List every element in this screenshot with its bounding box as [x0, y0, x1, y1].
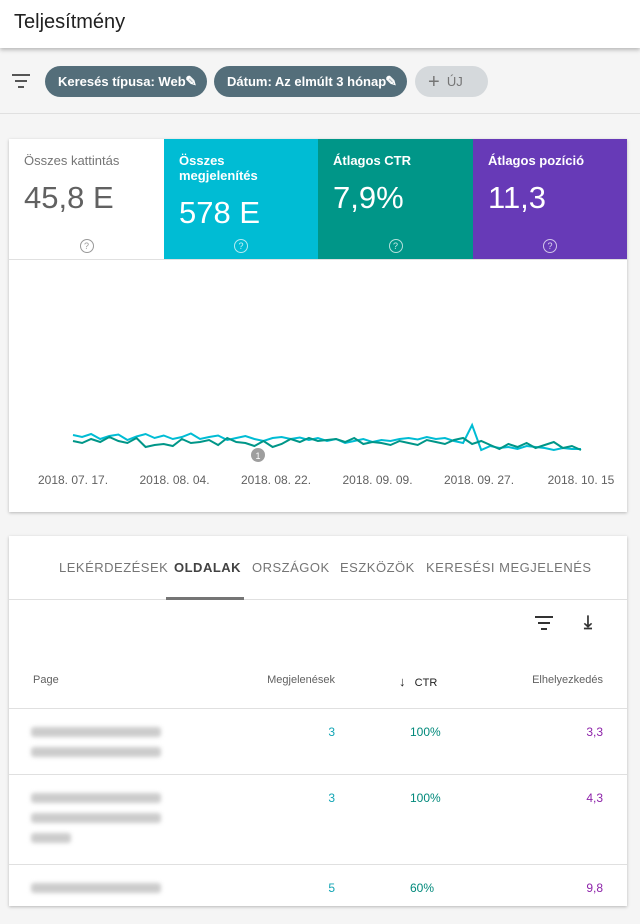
tab-2[interactable]: ORSZÁGOK	[252, 560, 330, 575]
help-icon[interactable]: ?	[234, 239, 248, 253]
blurred-page-url[interactable]	[31, 793, 161, 803]
help-icon[interactable]: ?	[543, 239, 557, 253]
position-cell: 3,3	[586, 725, 603, 739]
impressions-cell: 3	[328, 725, 335, 739]
performance-chart: 1 2018. 07. 17. 2018. 08. 04. 2018. 08. 22.…	[38, 422, 615, 487]
metric-label: Összes kattintás	[24, 153, 120, 168]
impressions-cell: 5	[328, 881, 335, 895]
col-position[interactable]: Elhelyezkedés	[532, 674, 603, 686]
filter-bar: Keresés típusa: Web ✎ Dátum: Az elmúlt 3 …	[0, 50, 640, 114]
blurred-page-url[interactable]	[31, 883, 161, 893]
table-row[interactable]: 3 100% 3,3	[9, 708, 627, 774]
table-row[interactable]: 3 100% 4,3	[9, 774, 627, 864]
metric-label: Átlagos CTR	[333, 153, 411, 168]
x-tick-label: 2018. 09. 09.	[342, 473, 412, 487]
search-type-chip[interactable]: Keresés típusa: Web ✎	[45, 66, 207, 97]
table-filter-icon[interactable]	[535, 616, 553, 630]
impressions-cell: 3	[328, 791, 335, 805]
metric-value: 11,3	[488, 180, 547, 215]
app-header: Teljesítmény	[0, 0, 640, 48]
metric-value: 7,9%	[333, 180, 404, 215]
table-card: LEKÉRDEZÉSEK OLDALAK ORSZÁGOK ESZKÖZÖK KERES…	[9, 536, 627, 906]
metric-tile[interactable]: Összes megjelenítés 578 E?	[164, 139, 318, 259]
ctr-cell: 60%	[410, 881, 435, 895]
x-tick-label: 2018. 08. 04.	[139, 473, 209, 487]
metric-tile[interactable]: Átlagos CTR 7,9%?	[318, 139, 473, 259]
tab-0[interactable]: LEKÉRDEZÉSEK	[59, 560, 169, 575]
download-icon[interactable]: ⤓	[584, 612, 592, 632]
metric-value: 578 E	[179, 195, 261, 230]
ctr-label: CTR	[414, 677, 438, 689]
metric-tile[interactable]: Összes kattintás 45,8 E?	[9, 139, 164, 259]
col-ctr[interactable]: ↓ CTR	[399, 674, 437, 689]
active-tab-indicator	[166, 597, 244, 600]
metric-label: Összes megjelenítés	[179, 153, 258, 183]
blurred-page-url[interactable]	[31, 747, 161, 757]
col-page[interactable]: Page	[33, 674, 59, 686]
new-filter-button[interactable]: + ÚJ	[415, 66, 488, 97]
help-icon[interactable]: ?	[388, 239, 403, 253]
annotation-marker[interactable]	[251, 448, 265, 462]
new-label: ÚJ	[446, 74, 463, 89]
date-chip[interactable]: Dátum: Az elmúlt 3 hónap ✎	[214, 66, 407, 97]
plus-icon: +	[428, 71, 440, 93]
page-title: Teljesítmény	[14, 11, 126, 33]
blurred-page-url[interactable]	[31, 727, 161, 737]
series-line	[72, 435, 582, 451]
metric-value: 45,8 E	[24, 180, 114, 215]
annotation-label: 1	[255, 451, 260, 461]
tab-4[interactable]: KERESÉSI MEGJELENÉS	[426, 560, 592, 575]
blurred-page-url[interactable]	[31, 813, 161, 823]
filter-icon[interactable]	[12, 74, 30, 92]
tab-1[interactable]: OLDALAK	[174, 560, 242, 575]
metric-label: Átlagos pozíció	[488, 153, 585, 168]
position-cell: 9,8	[586, 881, 603, 895]
x-tick-label: 2018. 10. 15	[548, 473, 615, 487]
metric-tile[interactable]: Átlagos pozíció 11,3?	[473, 139, 627, 259]
chip-label: Keresés típusa: Web	[58, 74, 186, 89]
blurred-page-url[interactable]	[31, 833, 71, 843]
performance-card: Összes kattintás 45,8 E? Összes megjelenít…	[9, 139, 627, 512]
help-icon[interactable]: ?	[79, 239, 94, 253]
tab-bar: LEKÉRDEZÉSEK OLDALAK ORSZÁGOK ESZKÖZÖK KERES…	[9, 536, 627, 600]
chip-label: Dátum: Az elmúlt 3 hónap	[227, 74, 387, 89]
x-tick-label: 2018. 08. 22.	[241, 473, 311, 487]
sort-desc-icon: ↓	[399, 674, 406, 689]
position-cell: 4,3	[586, 791, 603, 805]
edit-icon: ✎	[385, 73, 397, 89]
col-impressions[interactable]: Megjelenések	[267, 674, 335, 686]
x-tick-label: 2018. 07. 17.	[38, 473, 108, 487]
ctr-cell: 100%	[410, 791, 441, 805]
edit-icon: ✎	[185, 73, 197, 89]
tab-3[interactable]: ESZKÖZÖK	[340, 560, 415, 575]
table-row[interactable]: 5 60% 9,8	[9, 864, 627, 924]
x-tick-label: 2018. 09. 27.	[444, 473, 514, 487]
ctr-cell: 100%	[410, 725, 441, 739]
